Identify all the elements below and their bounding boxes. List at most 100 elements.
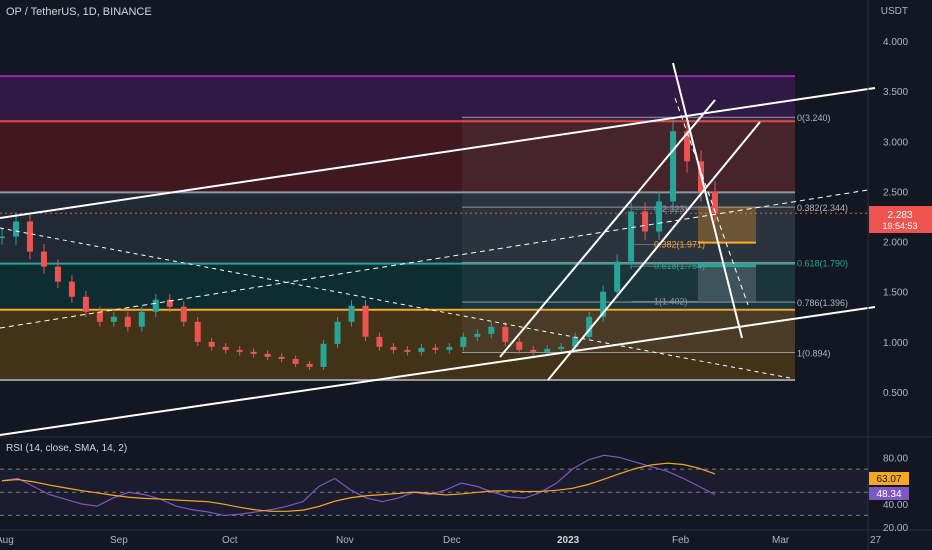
candle-body xyxy=(404,349,411,352)
candle-body xyxy=(544,348,551,352)
rising-channel-line-b xyxy=(547,121,761,381)
fib-inner-label: 1(1.402) xyxy=(654,297,688,307)
candle-body xyxy=(628,211,635,262)
price-tick-label: 1.000 xyxy=(883,338,908,349)
candle-body xyxy=(68,281,75,297)
rsi-sma-value: 63.07 xyxy=(876,474,901,485)
candle-body xyxy=(390,346,397,350)
candle-body xyxy=(474,333,481,337)
position-box-stop xyxy=(698,265,756,302)
candle-body xyxy=(96,311,103,322)
candle-body xyxy=(54,266,61,282)
time-tick-label: Oct xyxy=(222,535,238,546)
candle-body xyxy=(558,346,565,349)
last-price-tag: 2.283 19:54:53 xyxy=(869,206,932,233)
candle-body xyxy=(320,343,327,367)
currency-label: USDT xyxy=(880,6,908,17)
price-tick-label: 1.500 xyxy=(883,288,908,299)
candle-body xyxy=(446,346,453,350)
candle-body xyxy=(334,321,341,344)
rsi-line xyxy=(1,454,716,517)
time-tick-label: Nov xyxy=(336,535,354,546)
countdown-value: 19:54:53 xyxy=(882,221,917,231)
candle-body xyxy=(656,201,663,232)
channel-lower-line xyxy=(0,306,876,436)
zone-band xyxy=(0,76,795,122)
fib-inner-label: 0.618(1.754) xyxy=(654,261,705,271)
time-tick-label: Feb xyxy=(672,535,690,546)
price-tick-label: 3.500 xyxy=(883,87,908,98)
fib-level-label: 0.618(1.790) xyxy=(797,259,848,269)
candle-body xyxy=(376,336,383,347)
candle-body xyxy=(138,311,145,327)
position-box-target xyxy=(698,206,756,243)
channel-upper-line xyxy=(0,87,876,219)
channel-mid-dashed-line xyxy=(0,189,869,329)
time-tick-label: 2023 xyxy=(557,535,580,546)
fib-level-label: 1(0.894) xyxy=(797,348,831,358)
candle-body xyxy=(306,363,313,367)
price-tick-label: 0.500 xyxy=(883,388,908,399)
candle-body xyxy=(362,305,369,337)
fib-level-label: 0(3.240) xyxy=(797,113,831,123)
candle-body xyxy=(530,349,537,352)
decline-dashed-line xyxy=(0,227,791,379)
candle-body xyxy=(166,299,173,307)
falling-wedge-line xyxy=(672,62,743,339)
candle-body xyxy=(180,306,187,322)
candle-body xyxy=(418,347,425,352)
zone-band xyxy=(0,192,795,264)
rsi-tick-label: 40.00 xyxy=(883,500,908,511)
candle-body xyxy=(572,336,579,347)
candle-body xyxy=(250,351,257,354)
candle-body xyxy=(82,296,89,312)
candle-body xyxy=(264,353,271,357)
candle-body xyxy=(124,316,131,327)
price-tick-label: 2.500 xyxy=(883,187,908,198)
candle-body xyxy=(614,261,621,292)
rsi-tick-label: 20.00 xyxy=(883,523,908,534)
chart-title: OP / TetherUS, 1D, BINANCE xyxy=(6,6,152,18)
time-tick-label: Sep xyxy=(110,535,128,546)
candle-body xyxy=(0,236,5,239)
candle-body xyxy=(488,326,495,334)
falling-dashed-line xyxy=(674,97,749,306)
zone-band xyxy=(0,121,795,193)
candle-body xyxy=(432,347,439,350)
candle-body xyxy=(516,341,523,350)
candle-body xyxy=(600,291,607,317)
candle-body xyxy=(502,326,509,342)
time-tick-label: Dec xyxy=(443,535,461,546)
candle-body xyxy=(222,346,229,350)
rsi-tick-label: 80.00 xyxy=(883,454,908,465)
candle-body xyxy=(670,131,677,202)
fib-inner-label: 0.382(1.971) xyxy=(654,239,705,249)
rising-channel-line-a xyxy=(499,99,716,358)
candle-body xyxy=(278,356,285,359)
price-tick-label: 4.000 xyxy=(883,37,908,48)
price-tick-label: 2.000 xyxy=(883,238,908,249)
rsi-value-tag: 48.34 xyxy=(869,487,909,500)
fib-level-label: 0.786(1.396) xyxy=(797,298,848,308)
time-tick-label: 27 xyxy=(870,535,882,546)
fib-inner-label: 0(2.323) xyxy=(654,204,688,214)
price-tick-label: 3.000 xyxy=(883,137,908,148)
candle-body xyxy=(460,336,467,347)
candle-body xyxy=(208,341,215,347)
candle-body xyxy=(40,251,47,267)
fib-level-label: 0.382(2.344) xyxy=(797,203,848,213)
candle-body xyxy=(26,221,33,252)
rsi-current-value: 48.34 xyxy=(876,489,901,500)
candle-body xyxy=(292,358,299,364)
candle-body xyxy=(642,211,649,232)
time-tick-label: Mar xyxy=(772,535,790,546)
rsi-label: RSI (14, close, SMA, 14, 2) xyxy=(6,443,128,454)
rsi-sma-tag: 63.07 xyxy=(869,472,909,485)
candle-body xyxy=(110,316,117,322)
candle-body xyxy=(712,191,718,214)
candle-body xyxy=(236,349,243,352)
last-price-value: 2.283 xyxy=(887,210,912,221)
candle-body xyxy=(348,305,355,322)
candle-body xyxy=(12,221,19,237)
